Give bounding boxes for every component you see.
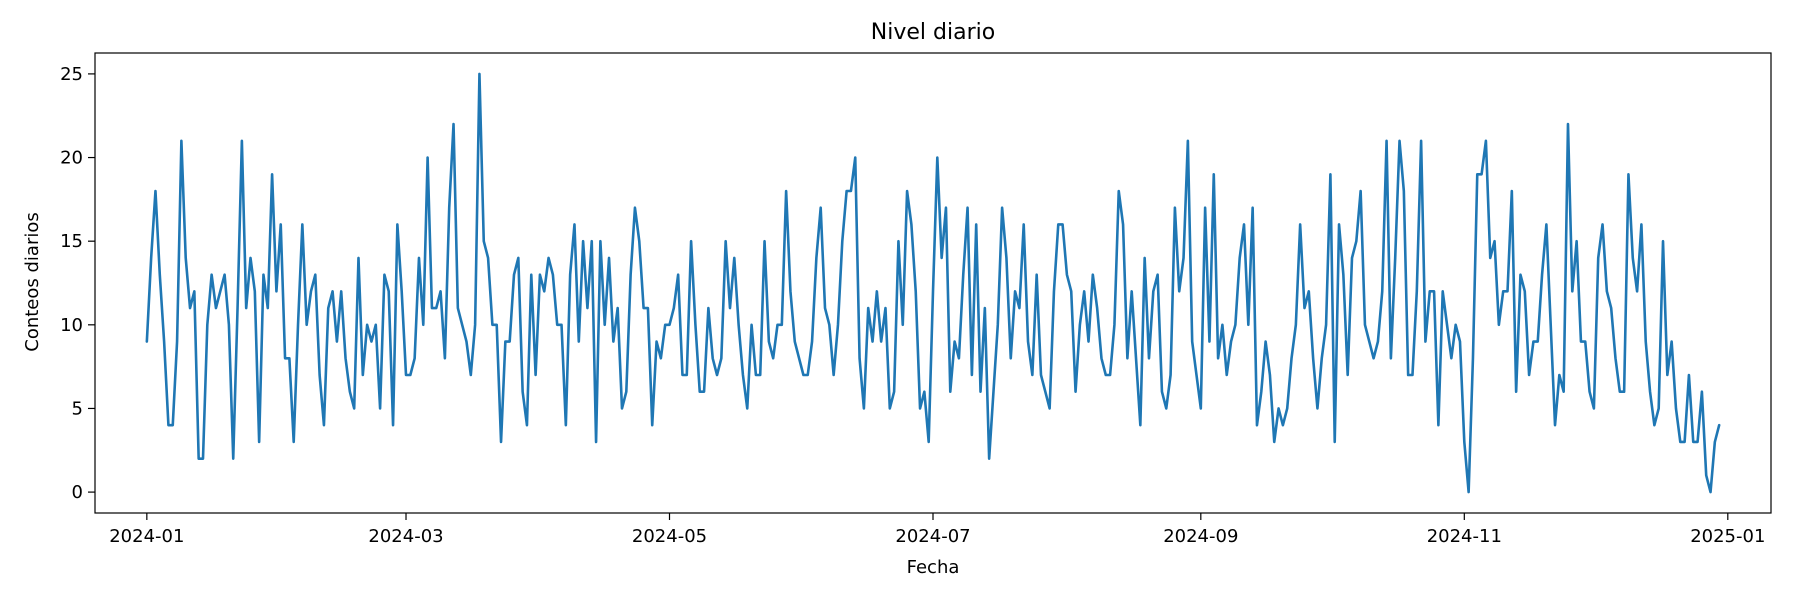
x-tick-label: 2024-09 (1163, 526, 1238, 547)
chart-title: Nivel diario (871, 20, 995, 45)
x-tick-label: 2024-03 (368, 526, 443, 547)
y-tick-label: 10 (60, 315, 83, 336)
x-axis-ticks: 2024-01 2024-03 2024-05 2024-07 2024-09 2024-… (109, 513, 1765, 547)
y-tick-label: 5 (72, 398, 83, 419)
y-tick-label: 15 (60, 231, 83, 252)
x-tick-label: 2024-05 (632, 526, 707, 547)
x-tick-label: 2024-01 (109, 526, 184, 547)
y-axis-ticks: 0 5 10 15 20 25 (60, 64, 95, 503)
plot-frame (94, 52, 1772, 514)
x-axis-label: Fecha (907, 557, 960, 578)
x-tick-label: 2025-01 (1690, 526, 1765, 547)
y-axis-label: Conteos diarios (22, 212, 43, 351)
y-tick-label: 25 (60, 64, 83, 85)
x-tick-label: 2024-11 (1427, 526, 1502, 547)
series-line (145, 72, 1721, 494)
x-tick-label: 2024-07 (895, 526, 970, 547)
series-group (145, 72, 1721, 494)
y-tick-label: 20 (60, 148, 83, 169)
y-tick-label: 0 (72, 482, 83, 503)
